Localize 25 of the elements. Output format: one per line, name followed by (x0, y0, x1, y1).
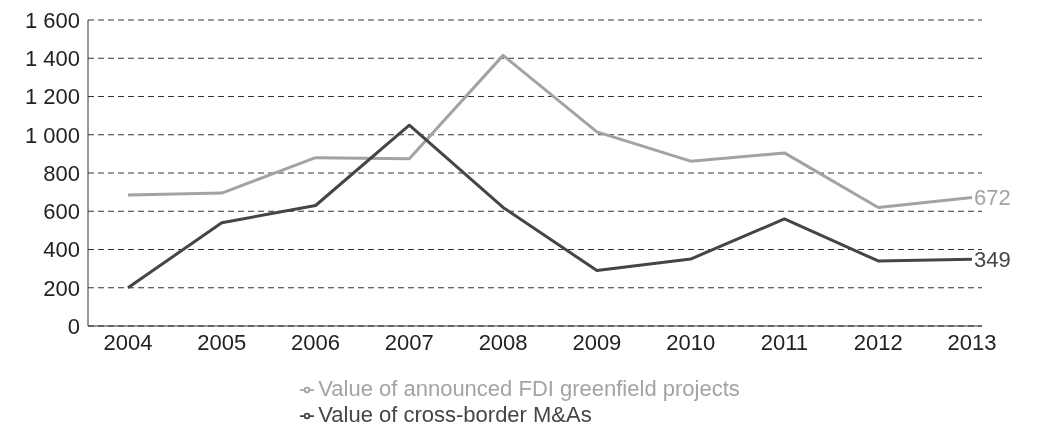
y-tick-label: 1 000 (24, 122, 80, 148)
annotation: 349 (974, 247, 1011, 273)
y-tick-label: 1 400 (24, 46, 80, 72)
y-tick-label: 400 (43, 237, 80, 263)
x-tick-label: 2010 (666, 329, 716, 355)
x-tick-label: 2009 (572, 329, 622, 355)
x-tick-label: 2013 (947, 329, 997, 355)
x-tick-label: 2005 (197, 329, 247, 355)
y-tick-label: 1 600 (24, 7, 80, 33)
x-tick-label: 2008 (478, 329, 528, 355)
legend-label: Value of announced FDI greenfield projects (318, 376, 740, 401)
x-tick-label: 2012 (853, 329, 903, 355)
legend-label: Value of cross-border M&As (318, 402, 592, 427)
y-tick-label: 1 200 (24, 84, 80, 110)
x-tick-label: 2011 (760, 329, 809, 355)
y-tick-label: 200 (43, 275, 80, 301)
x-tick-label: 2007 (384, 329, 434, 355)
x-tick-label: 2006 (291, 329, 341, 355)
y-tick-label: 600 (43, 199, 80, 225)
line-series (126, 123, 974, 290)
y-tick-label: 0 (67, 313, 80, 339)
y-tick-label: 800 (43, 160, 80, 186)
line-series (126, 53, 974, 209)
annotation: 672 (974, 185, 1011, 211)
x-tick-label: 2004 (103, 329, 153, 355)
